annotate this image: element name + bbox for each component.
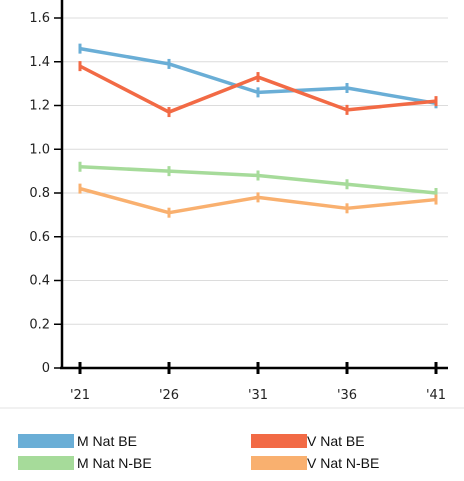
axes	[60, 0, 448, 370]
legend: M Nat BE V Nat BE M Nat N-BE V Nat N-BE	[18, 433, 379, 471]
x-tick-label: '26	[159, 388, 179, 403]
x-tick-label: '21	[70, 388, 90, 403]
legend-label-m-nat-n-be: M Nat N-BE	[77, 455, 152, 471]
y-tick-label: 0.2	[29, 317, 50, 332]
y-axis-tick-labels: 0 0.2 0.4 0.6 0.8 1.0 1.2 1.4 1.6	[29, 11, 62, 376]
y-tick-label: 0	[42, 361, 50, 376]
legend-label-v-nat-n-be: V Nat N-BE	[307, 455, 379, 471]
legend-swatch-v-nat-n-be	[251, 456, 307, 470]
x-tick-label: '31	[248, 388, 268, 403]
y-tick-label: 0.4	[29, 274, 50, 289]
legend-swatch-m-nat-be	[18, 434, 74, 448]
y-tick-label: 0.6	[29, 230, 50, 245]
x-axis-tick-labels: '21 '26 '31 '36 '41	[70, 362, 446, 403]
y-tick-label: 1.4	[29, 55, 50, 70]
legend-label-m-nat-be: M Nat BE	[77, 433, 137, 449]
x-tick-label: '36	[337, 388, 357, 403]
y-tick-label: 1.2	[29, 99, 50, 114]
legend-swatch-m-nat-n-be	[18, 456, 74, 470]
series-lines	[78, 43, 438, 218]
y-tick-label: 1.0	[29, 142, 50, 157]
y-tick-label: 0.8	[29, 186, 50, 201]
gridlines	[62, 17, 448, 325]
y-tick-label: 1.6	[29, 11, 50, 26]
legend-swatch-v-nat-be	[251, 434, 307, 448]
x-tick-label: '41	[426, 388, 446, 403]
legend-label-v-nat-be: V Nat BE	[307, 433, 365, 449]
